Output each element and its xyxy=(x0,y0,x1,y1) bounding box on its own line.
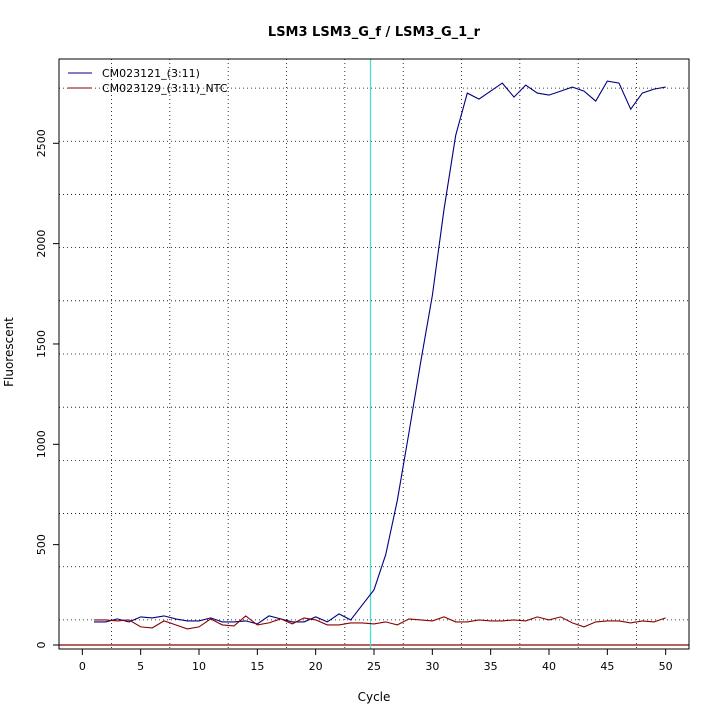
y-tick-label: 500 xyxy=(35,534,48,555)
data-series xyxy=(94,80,666,630)
x-tick-label: 10 xyxy=(192,660,206,673)
legend: CM023121_(3:11) CM023129_(3:11)_NTC xyxy=(68,67,228,95)
series-line-1 xyxy=(94,80,666,625)
y-axis-title: Fluorescent xyxy=(2,317,16,387)
y-tick-label: 1000 xyxy=(35,430,48,458)
x-tick-label: 35 xyxy=(484,660,498,673)
series-line-2 xyxy=(94,615,666,630)
x-tick-label: 30 xyxy=(425,660,439,673)
x-tick-label: 5 xyxy=(137,660,144,673)
x-tick-label: 40 xyxy=(542,660,556,673)
y-tick-label: 2500 xyxy=(35,129,48,157)
y-tick-label: 2000 xyxy=(35,230,48,258)
x-tick-label: 45 xyxy=(600,660,614,673)
grid-lines xyxy=(59,59,689,649)
y-tick-label: 0 xyxy=(35,641,48,648)
x-tick-label: 50 xyxy=(659,660,673,673)
reference-lines xyxy=(59,59,689,649)
x-tick-label: 20 xyxy=(309,660,323,673)
x-axis-title: Cycle xyxy=(358,690,391,704)
legend-label: CM023121_(3:11) xyxy=(102,67,200,80)
x-tick-label: 0 xyxy=(79,660,86,673)
chart-title: LSM3 LSM3_G_f / LSM3_G_1_r xyxy=(268,25,481,40)
y-tick-label: 1500 xyxy=(35,330,48,358)
x-tick-label: 15 xyxy=(250,660,264,673)
x-tick-label: 25 xyxy=(367,660,381,673)
plot-frame xyxy=(58,58,690,650)
legend-label: CM023129_(3:11)_NTC xyxy=(102,82,228,95)
